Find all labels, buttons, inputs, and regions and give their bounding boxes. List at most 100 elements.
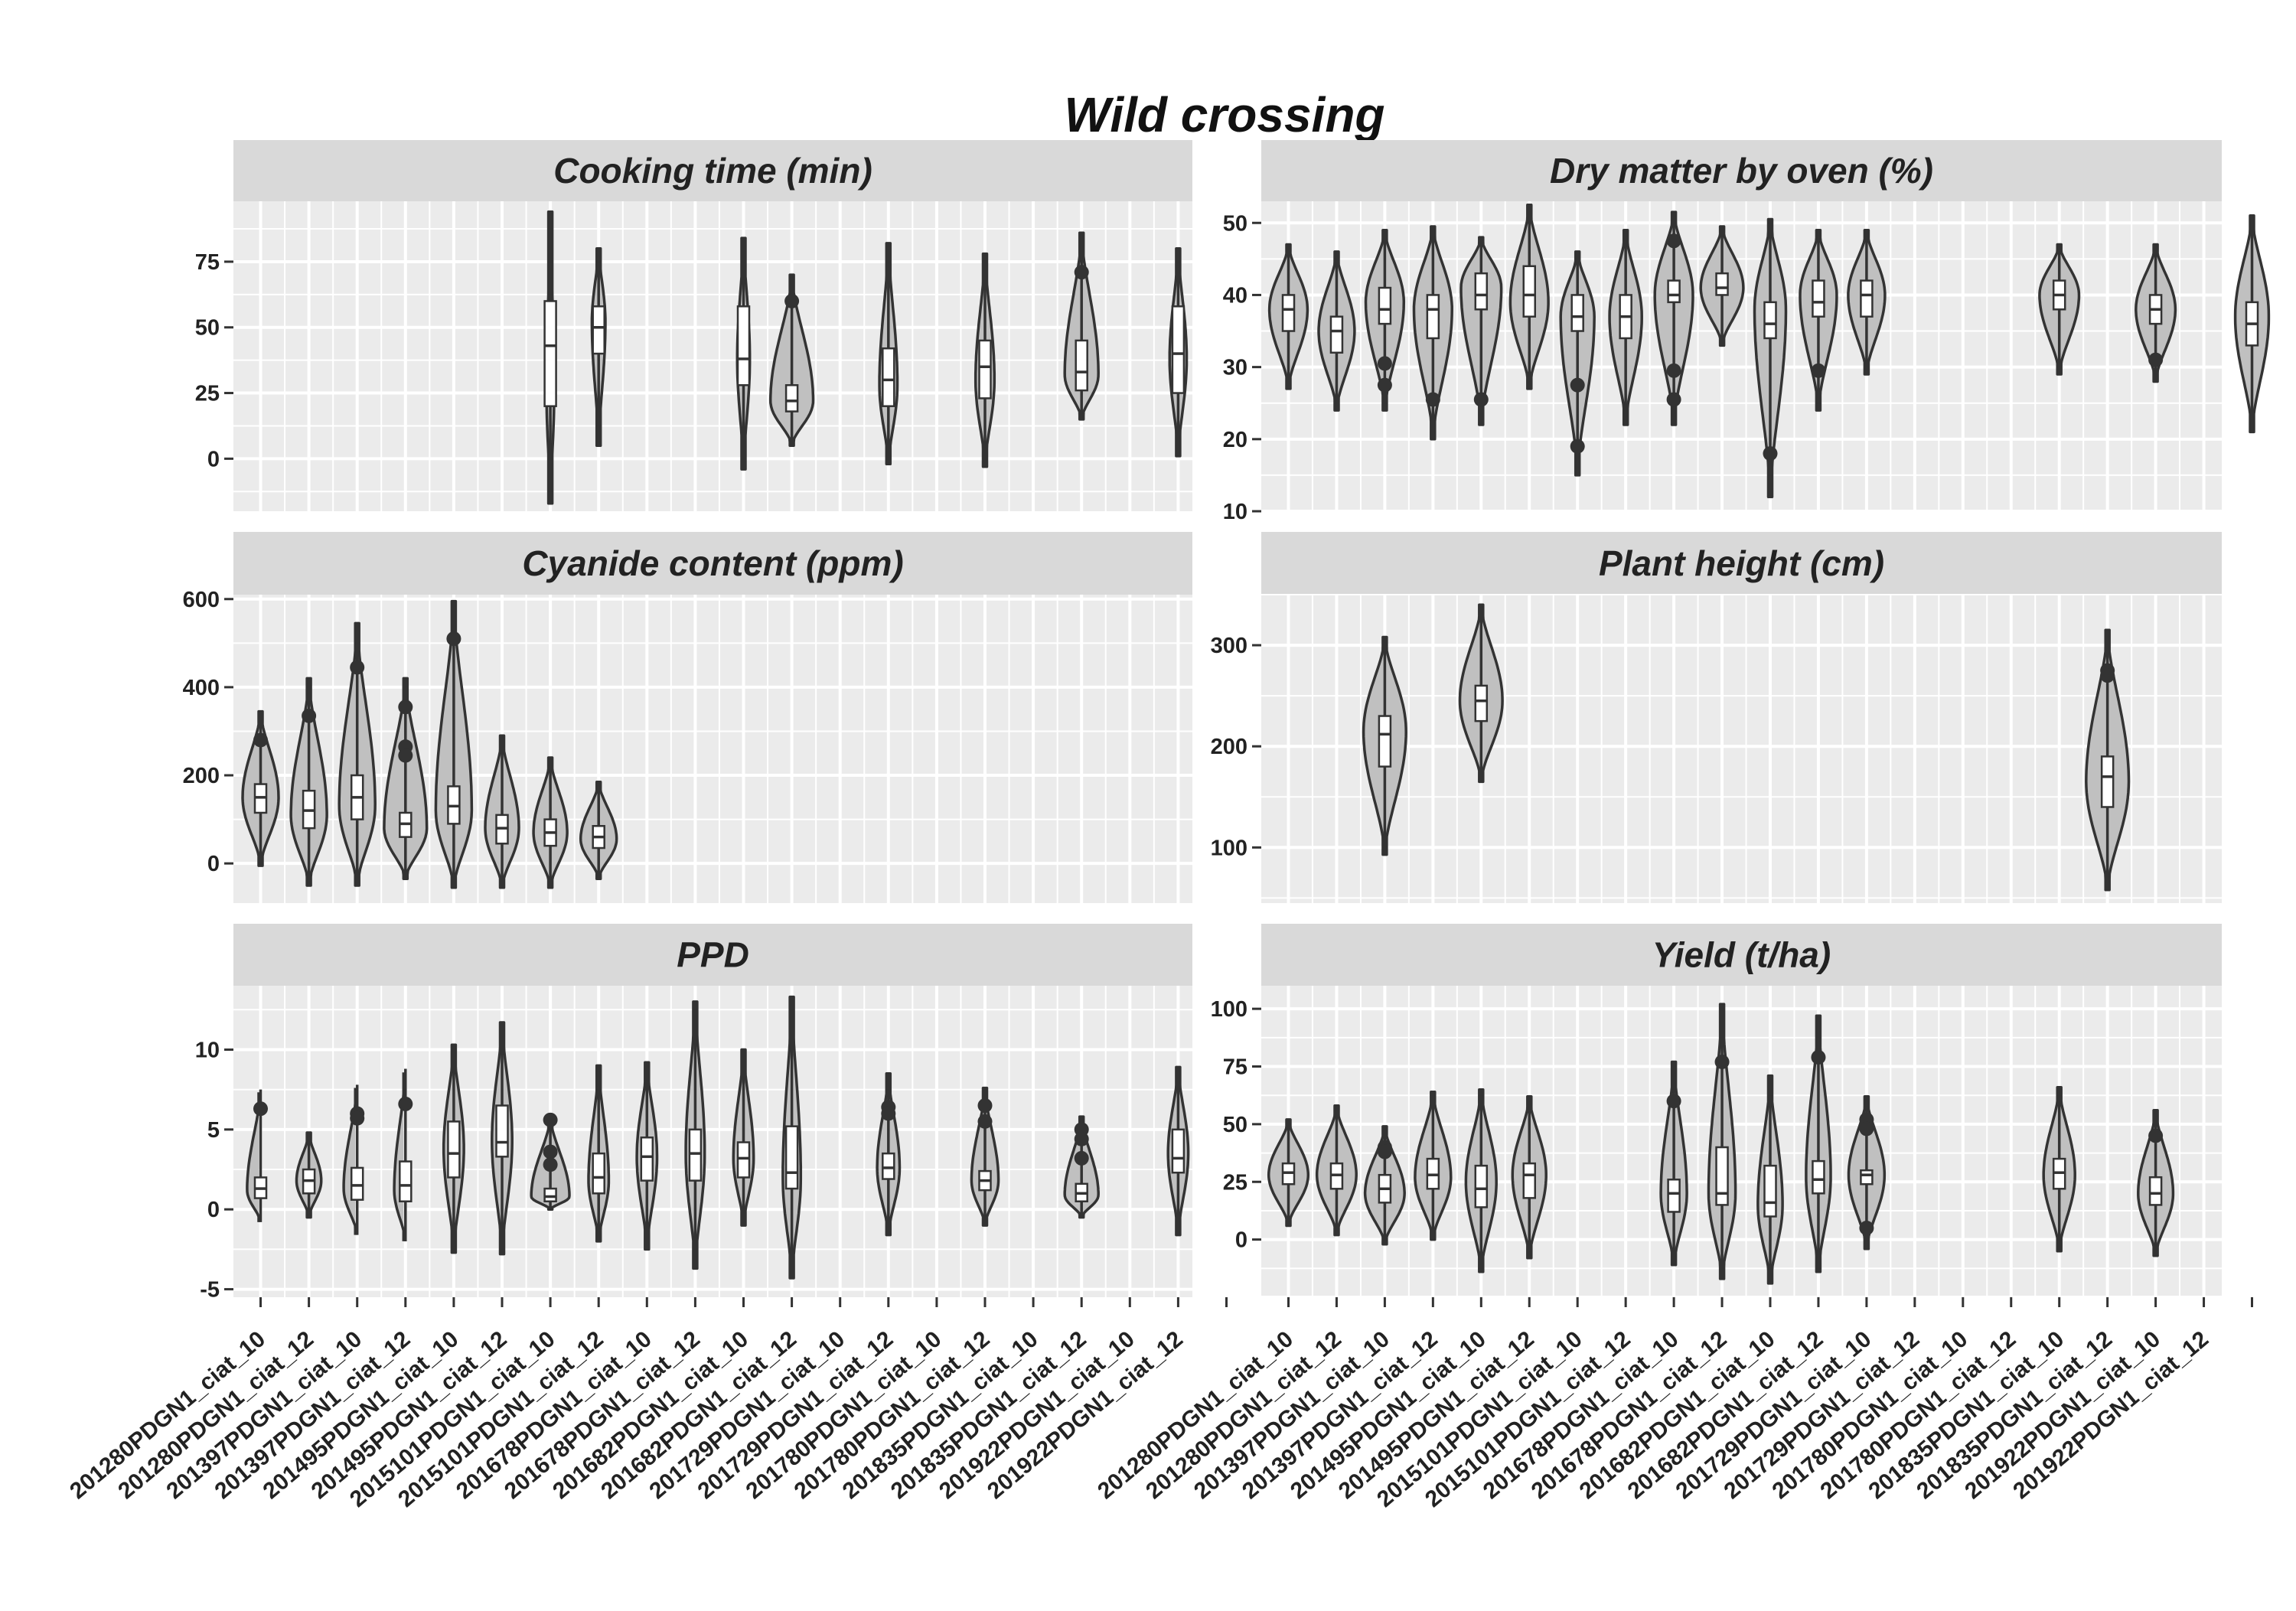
y-tick-label: 5 bbox=[207, 1118, 220, 1143]
violin-10 bbox=[1756, 1074, 1784, 1285]
violin-box bbox=[640, 1137, 654, 1182]
y-tick-label: 300 bbox=[1211, 634, 1247, 658]
violin-4 bbox=[434, 599, 474, 889]
outlier-point bbox=[2148, 1128, 2164, 1143]
panel-2: Cyanide content (ppm) 0 200 400 600 bbox=[183, 532, 1228, 903]
outlier-point bbox=[1666, 363, 1681, 378]
outlier-point bbox=[253, 1101, 268, 1117]
outlier-point bbox=[784, 293, 800, 308]
violin-box bbox=[2148, 1176, 2163, 1206]
outlier-point bbox=[1811, 1049, 1826, 1065]
violin-box bbox=[1329, 315, 1344, 354]
violin-15 bbox=[970, 1086, 1000, 1227]
violin-15 bbox=[974, 252, 996, 468]
outlier-point bbox=[881, 1106, 896, 1121]
violin-box bbox=[1474, 272, 1489, 311]
violin-box bbox=[1812, 1159, 1825, 1195]
outlier-point bbox=[1666, 392, 1681, 407]
violin-box bbox=[1715, 272, 1729, 296]
outlier-point bbox=[398, 1096, 413, 1111]
violin-1 bbox=[295, 1131, 323, 1219]
violin-6 bbox=[532, 756, 569, 889]
violin-4 bbox=[1458, 603, 1504, 784]
violin-box bbox=[592, 1152, 605, 1195]
panel-title: PPD bbox=[677, 935, 749, 975]
y-tick-label: 25 bbox=[1223, 1170, 1247, 1195]
violin-11 bbox=[768, 273, 815, 447]
outlier-point bbox=[1666, 233, 1681, 249]
violin-box bbox=[882, 347, 895, 407]
violin-7 bbox=[1608, 228, 1643, 426]
y-tick-label: -5 bbox=[200, 1278, 220, 1303]
violin-10 bbox=[735, 236, 752, 471]
violin-19 bbox=[1166, 1065, 1190, 1237]
violin-10 bbox=[732, 1048, 755, 1227]
violin-box bbox=[1378, 286, 1392, 325]
violin-18 bbox=[2135, 243, 2177, 383]
violin-box bbox=[1667, 279, 1681, 304]
violin-9 bbox=[1699, 225, 1745, 347]
violin-box bbox=[1281, 294, 1296, 332]
violin-18 bbox=[2137, 1109, 2175, 1257]
violin-box bbox=[736, 1141, 751, 1179]
violin-11 bbox=[781, 995, 803, 1280]
outlier-point bbox=[446, 631, 461, 647]
violin-6 bbox=[1559, 250, 1596, 477]
y-tick-label: 50 bbox=[1223, 211, 1247, 236]
y-tick-label: 30 bbox=[1223, 356, 1247, 380]
violin-box bbox=[1075, 339, 1088, 392]
outlier-point bbox=[398, 748, 413, 763]
violin-2 bbox=[1364, 228, 1406, 412]
panel-title: Plant height (cm) bbox=[1599, 543, 1884, 583]
y-tick-label: 25 bbox=[195, 382, 220, 406]
violin-box bbox=[1715, 1146, 1729, 1206]
outlier-point bbox=[543, 1112, 558, 1127]
y-tick-label: 50 bbox=[195, 316, 220, 341]
x-axis-labels-0: 201280PDGN1_ciat_10201280PDGN1_ciat_1220… bbox=[65, 1326, 1188, 1512]
violin-11 bbox=[1805, 1014, 1832, 1273]
y-tick-label: 100 bbox=[1211, 836, 1247, 860]
violin-2 bbox=[338, 621, 377, 887]
violin-4 bbox=[1459, 236, 1503, 426]
violin-box bbox=[688, 1128, 703, 1182]
violin-9 bbox=[1707, 1003, 1737, 1280]
violin-7 bbox=[587, 1064, 611, 1243]
panel-background bbox=[1261, 201, 2222, 511]
violin-12 bbox=[1847, 228, 1887, 376]
y-tick-label: 10 bbox=[195, 1038, 220, 1062]
violin-5 bbox=[491, 1021, 514, 1256]
violin-16 bbox=[2038, 243, 2081, 376]
outlier-point bbox=[1377, 377, 1392, 393]
violin-0 bbox=[241, 709, 280, 867]
violin-box bbox=[978, 339, 992, 399]
violin-0 bbox=[246, 1089, 268, 1222]
violin-box bbox=[1812, 279, 1825, 318]
violin-box bbox=[592, 305, 605, 355]
violin-3 bbox=[383, 677, 429, 881]
outlier-point bbox=[1859, 1121, 1874, 1137]
outlier-point bbox=[1425, 392, 1440, 407]
panel-strip bbox=[1261, 140, 2222, 201]
violin-19 bbox=[1168, 247, 1189, 458]
violin-box bbox=[1378, 715, 1392, 768]
panel-title: Yield (t/ha) bbox=[1652, 935, 1831, 975]
violin-8 bbox=[1659, 1060, 1688, 1267]
violin-5 bbox=[1511, 1094, 1548, 1260]
violin-8 bbox=[1653, 210, 1694, 426]
panel-title: Dry matter by oven (%) bbox=[1550, 151, 1933, 191]
outlier-point bbox=[1377, 1144, 1392, 1159]
violin-16 bbox=[2042, 1085, 2076, 1253]
violin-4 bbox=[442, 1043, 465, 1254]
outlier-point bbox=[977, 1114, 993, 1129]
violin-3 bbox=[1412, 225, 1453, 441]
outlier-point bbox=[1714, 1054, 1730, 1069]
violin-box bbox=[1763, 301, 1777, 340]
y-tick-label: 50 bbox=[1223, 1113, 1247, 1137]
violin-7 bbox=[579, 780, 618, 881]
violin-box bbox=[1171, 1128, 1186, 1174]
violin-box bbox=[447, 1120, 461, 1179]
panel-strip bbox=[233, 140, 1192, 201]
outlier-point bbox=[1074, 1131, 1089, 1146]
violin-3 bbox=[1414, 1090, 1453, 1241]
